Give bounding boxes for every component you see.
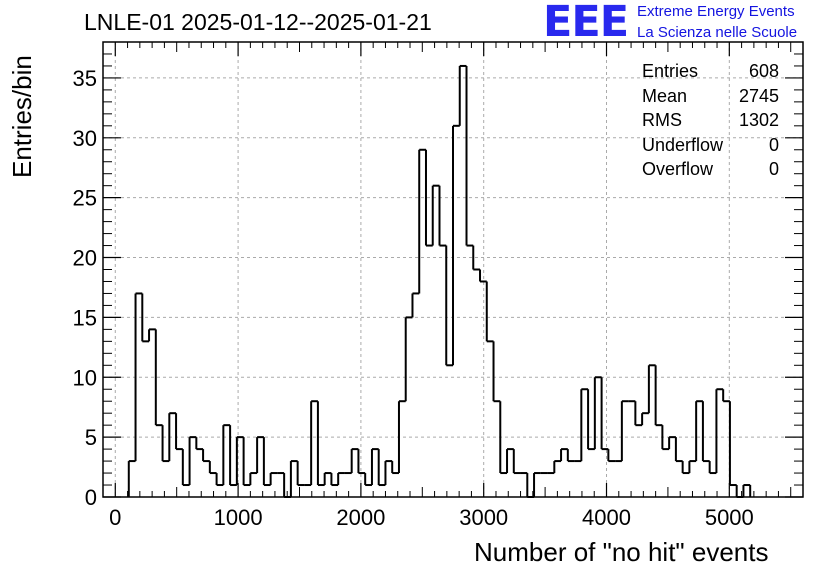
x-tick-label: 3000 [459,505,508,530]
stats-row-underflow: Underflow 0 [642,133,779,158]
stats-value: 2745 [738,85,779,106]
stats-value: 0 [768,159,779,179]
stats-row-rms: RMS 1302 [642,108,779,133]
x-tick-label: 2000 [336,505,385,530]
x-axis-label: Number of "no hit" events [474,537,769,567]
stats-label: RMS [642,110,682,130]
stats-row-mean: Mean 2745 [642,84,779,109]
stats-label: Overflow [642,159,714,179]
chart-title: LNLE-01 2025-01-12--2025-01-21 [84,9,432,35]
stats-row-overflow: Overflow 0 [642,157,779,182]
x-tick-label: 1000 [214,505,263,530]
y-tick-label: 20 [73,246,97,271]
stats-label: Underflow [642,134,724,155]
stats-box: Entries 608 Mean 2745 RMS 1302 Underflow… [642,59,779,182]
y-tick-label: 5 [85,425,97,450]
stats-row-entries: Entries 608 [642,59,779,84]
x-tick-label: 5000 [705,505,754,530]
logo-line-1: Extreme Energy Events [637,3,795,20]
tick-labels: 0 1000 2000 3000 4000 5000 0 5 10 15 20 25 30 35 [73,66,754,530]
x-tick-label: 0 [109,505,121,530]
eee-logo: EEE [543,0,629,47]
logo-line-2: La Scienza nelle Scuole [637,24,798,41]
histogram-bins [127,64,752,498]
y-tick-label: 30 [73,126,97,151]
y-tick-label: 35 [73,66,97,91]
y-axis-label: Entries/bin [7,55,37,178]
stats-value: 1302 [738,110,779,130]
y-tick-label: 0 [85,485,97,510]
y-tick-label: 25 [73,186,97,211]
stats-label: Entries [642,61,699,81]
stats-label: Mean [642,85,688,106]
stats-value: 0 [768,134,779,155]
y-tick-label: 10 [73,365,97,390]
y-tick-label: 15 [73,305,97,330]
plot-frame [102,41,804,498]
stats-value: 608 [748,61,779,81]
x-tick-label: 4000 [582,505,631,530]
